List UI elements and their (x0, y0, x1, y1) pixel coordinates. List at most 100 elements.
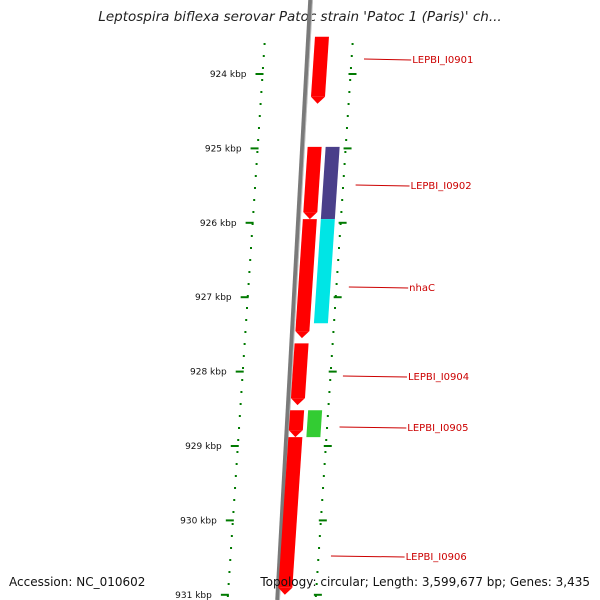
genome-summary-text: Topology: circular; Length: 3,599,677 bp… (260, 575, 590, 589)
guide-dot-right (326, 427, 329, 429)
guide-dot-left (238, 427, 241, 429)
guide-dot-left (253, 199, 256, 201)
gene-arrow (278, 437, 303, 588)
guide-dot-right (327, 403, 330, 405)
backbone-line (275, 0, 313, 600)
gene-label-connector (363, 58, 412, 61)
gene-label-connector (330, 555, 405, 558)
axis-tick-label: 925 kbp (205, 144, 242, 154)
guide-dot-right (349, 67, 352, 69)
guide-dot-right (349, 79, 352, 81)
axis-tick-label: 926 kbp (200, 219, 237, 229)
cds-block (288, 410, 305, 431)
guide-dot-left (234, 475, 237, 477)
gene-label: LEPBI_I0901 (412, 55, 473, 66)
gene-labels: LEPBI_I0901 LEPBI_I0902 nhaC LEPBI_I0904 LEP… (330, 55, 473, 563)
guide-dot-left (230, 535, 233, 537)
guide-dot-right (337, 259, 340, 261)
guide-dot-right (320, 511, 323, 513)
gene-label: LEPBI_I0906 (406, 552, 467, 563)
guide-dot-right (332, 331, 335, 333)
guide-dot-left (228, 571, 231, 573)
guide-dot-right (331, 343, 334, 345)
axis-tick-label: 931 kbp (175, 591, 212, 600)
guide-dot-right (330, 367, 333, 369)
guide-dot-left (242, 367, 245, 369)
guide-dot-right (318, 547, 321, 549)
guide-dot-left (251, 223, 254, 225)
gene-label: nhaC (409, 283, 435, 294)
guide-dot-right (329, 379, 332, 381)
axis-tick-label: 924 kbp (210, 70, 247, 80)
guide-dot-right (322, 475, 325, 477)
guide-dot-left (249, 247, 252, 249)
guide-dot-left (240, 391, 243, 393)
guide-dot-left (246, 307, 249, 309)
guide-dot-left (249, 259, 252, 261)
guide-dot-left (230, 547, 233, 549)
guide-dot-right (325, 439, 328, 441)
guide-dot-left (247, 283, 250, 285)
guide-dot-left (257, 127, 260, 129)
guide-dot-left (258, 115, 261, 117)
guide-dot-right (343, 163, 346, 165)
guide-dot-left (259, 103, 262, 105)
gene-box (320, 146, 340, 220)
guide-dot-left (261, 67, 264, 69)
gene-arrow (310, 36, 329, 97)
guide-dot-left (234, 487, 237, 489)
guide-dot-right (335, 283, 338, 285)
guide-dot-right (338, 235, 341, 237)
guide-dot-left (237, 439, 240, 441)
gene-box (306, 410, 323, 438)
cds-block (295, 219, 317, 332)
guide-dot-left (252, 211, 255, 213)
guide-dot-left (244, 331, 247, 333)
axis-tick-label: 928 kbp (190, 368, 227, 378)
gene-label-connector (342, 375, 407, 378)
guide-dot-left (231, 523, 234, 525)
gene-label-connector (355, 184, 410, 187)
guide-dot-left (256, 151, 259, 153)
guide-dot-right (322, 487, 325, 489)
guide-dot-left (239, 403, 242, 405)
guide-dot-left (242, 355, 245, 357)
guide-dot-right (328, 391, 331, 393)
cds-block-tip (295, 331, 310, 339)
gene-label-connector (348, 286, 409, 289)
cds-block-tip (303, 212, 318, 220)
guide-dot-right (347, 103, 350, 105)
guide-dot-right (326, 415, 329, 417)
map-title: Leptospira biflexa serovar Patoc strain … (98, 9, 502, 25)
guide-dot-right (345, 139, 348, 141)
guide-dot-left (241, 379, 244, 381)
axis-tick-label: 930 kbp (180, 516, 217, 526)
guide-dot-left (232, 511, 235, 513)
guide-dot-left (227, 583, 230, 585)
guide-dot-left (235, 463, 238, 465)
guide-dot-right (315, 583, 318, 585)
accession-text: Accession: NC_010602 (9, 575, 146, 589)
gene-arrow (290, 343, 309, 399)
cds-block (303, 146, 322, 213)
guide-dot-left (243, 343, 246, 345)
guide-dot-right (330, 355, 333, 357)
guide-dot-right (336, 271, 339, 273)
gene-label: LEPBI_I0905 (407, 423, 468, 434)
gene-arrow-tip (290, 398, 305, 406)
dotted-guides (226, 43, 354, 597)
guide-dot-right (318, 535, 321, 537)
gene-arrow-tip (278, 587, 293, 595)
axis-ticks: 924 kbp 925 kbp 926 kbp 927 kbp 928 kbp 929 k… (175, 70, 357, 600)
guide-dot-right (334, 295, 337, 297)
guide-dot-left (254, 175, 257, 177)
guide-dot-left (236, 451, 239, 453)
gene-label: LEPBI_I0902 (411, 181, 472, 192)
guide-dot-right (348, 91, 351, 93)
guide-dot-left (233, 499, 236, 501)
guide-dot-right (351, 43, 354, 45)
axis-tick-label: 929 kbp (185, 442, 222, 452)
guide-dot-right (340, 211, 343, 213)
guide-dot-right (337, 247, 340, 249)
